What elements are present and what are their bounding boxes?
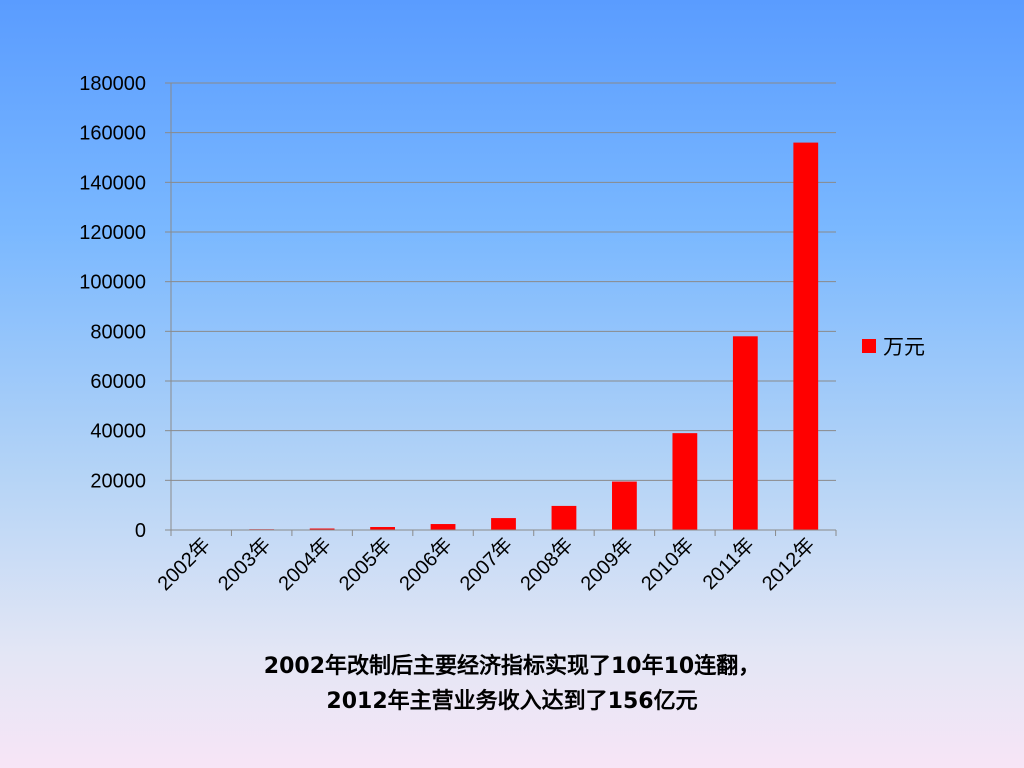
legend-swatch <box>862 339 876 353</box>
bar <box>793 142 819 530</box>
y-tick-label: 20000 <box>90 470 146 492</box>
y-tick-label: 120000 <box>79 222 146 244</box>
bar <box>732 336 758 530</box>
x-tick-label: 2011年 <box>698 533 759 594</box>
x-tick-label: 2007年 <box>455 533 517 595</box>
bar <box>612 481 637 530</box>
x-tick-label: 2004年 <box>274 533 336 595</box>
x-tick-label: 2010年 <box>637 533 699 595</box>
x-tick-label: 2003年 <box>213 533 275 595</box>
gridlines <box>171 82 836 481</box>
x-tick-label: 2002年 <box>153 533 215 595</box>
y-tick-label: 80000 <box>90 321 146 343</box>
bar <box>551 505 577 530</box>
axes <box>165 82 837 536</box>
bar <box>370 527 395 530</box>
bar <box>491 518 516 530</box>
y-tick-label: 60000 <box>90 371 146 393</box>
y-tick-label: 180000 <box>79 73 146 95</box>
y-tick-label: 40000 <box>90 421 146 443</box>
bar <box>672 433 698 530</box>
x-axis-tick-labels: 2002年 2003年 2004年 2005年 2006年 2007年 2008年 2009年… <box>153 533 819 595</box>
legend: 万元 <box>862 335 925 359</box>
caption-line-2: 2012年主营业务收入达到了156亿元 <box>326 689 698 714</box>
bars <box>249 142 819 530</box>
bar-chart: 0 20000 40000 60000 80000 100000 120000 140000 1… <box>79 73 925 595</box>
caption-line-1: 2002年改制后主要经济指标实现了10年10连翻， <box>263 654 761 679</box>
x-tick-label: 2005年 <box>334 533 396 595</box>
bar <box>309 528 335 530</box>
y-tick-label: 140000 <box>79 172 146 194</box>
x-tick-label: 2006年 <box>395 533 457 595</box>
legend-label: 万元 <box>883 335 925 359</box>
y-tick-label: 0 <box>135 520 146 542</box>
y-tick-label: 160000 <box>79 123 146 145</box>
x-tick-label: 2009年 <box>576 533 638 595</box>
bar <box>430 524 456 530</box>
x-tick-label: 2008年 <box>516 533 578 595</box>
y-axis-tick-labels: 0 20000 40000 60000 80000 100000 120000 140000 1… <box>79 73 146 542</box>
x-tick-label: 2012年 <box>757 533 819 595</box>
y-tick-label: 100000 <box>79 272 146 294</box>
